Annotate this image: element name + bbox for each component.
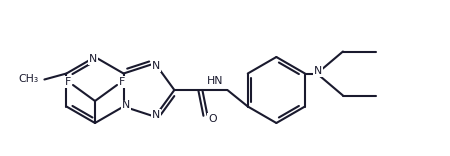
- Text: F: F: [65, 77, 71, 87]
- Text: HN: HN: [207, 76, 223, 86]
- Text: N: N: [122, 100, 130, 110]
- Text: CH₃: CH₃: [18, 75, 38, 85]
- Text: N: N: [152, 61, 160, 71]
- Text: O: O: [208, 114, 216, 124]
- Text: N: N: [314, 66, 322, 76]
- Text: N: N: [89, 54, 97, 64]
- Text: F: F: [119, 77, 125, 87]
- Text: N: N: [152, 110, 160, 120]
